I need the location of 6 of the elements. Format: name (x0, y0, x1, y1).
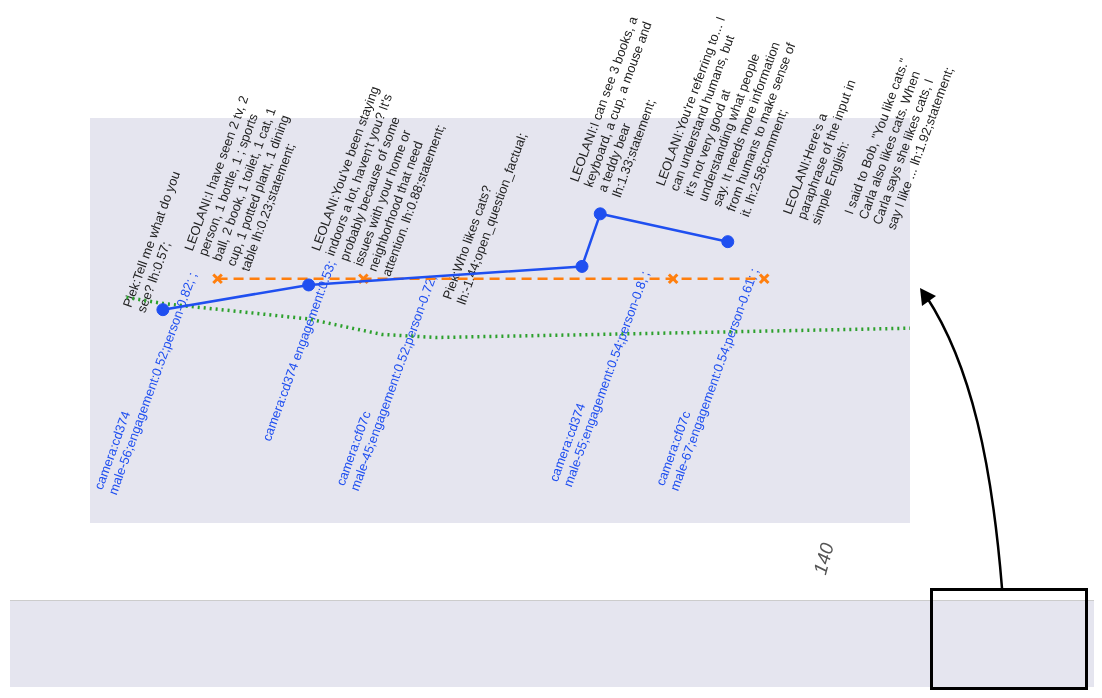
point (758, 273, 770, 285)
point (593, 207, 607, 221)
point (575, 259, 589, 273)
point (211, 273, 224, 285)
text: 140 (809, 540, 838, 577)
point (721, 235, 735, 249)
